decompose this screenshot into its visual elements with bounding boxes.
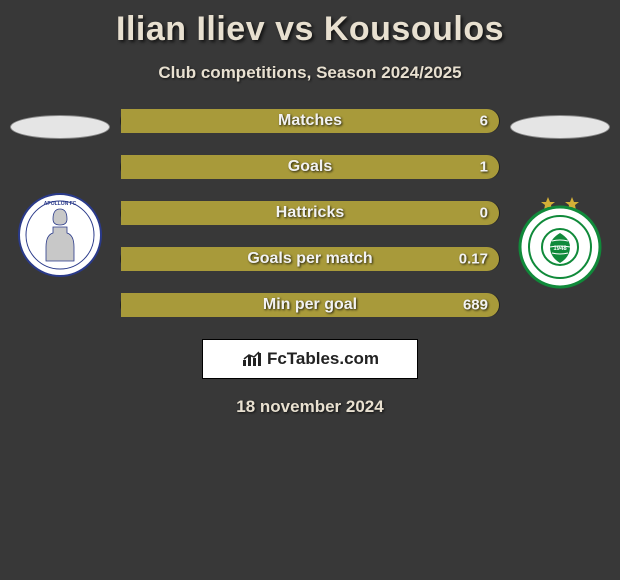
date-label: 18 november 2024 — [0, 379, 620, 417]
stat-bar: Goals 1 — [120, 155, 500, 179]
left-player-col: APOLLON FC — [10, 105, 110, 282]
svg-text:APOLLON FC: APOLLON FC — [44, 201, 77, 207]
stat-bar: Hattricks 0 — [120, 201, 500, 225]
stat-label: Min per goal — [263, 296, 357, 314]
comparison-row: APOLLON FC Matches 6 Goals 1 Hattricks 0 Goals… — [0, 83, 620, 317]
stat-bar: Matches 6 — [120, 109, 500, 133]
right-player-pill — [510, 115, 610, 139]
stat-bars: Matches 6 Goals 1 Hattricks 0 Goals per match 0… — [110, 105, 510, 317]
subtitle: Club competitions, Season 2024/2025 — [0, 49, 620, 83]
left-player-pill — [10, 115, 110, 139]
stat-right-value: 0.17 — [459, 251, 488, 268]
stat-bar: Min per goal 689 — [120, 293, 500, 317]
brand-label: FcTables.com — [267, 349, 379, 369]
stat-right-value: 689 — [463, 297, 488, 314]
right-club-logo: 1948 — [512, 193, 608, 294]
left-club-logo: APOLLON FC — [18, 193, 102, 282]
svg-text:1948: 1948 — [553, 246, 567, 252]
chart-icon — [241, 350, 263, 368]
stat-label: Goals per match — [247, 250, 372, 268]
stat-label: Matches — [278, 112, 342, 130]
stat-right-value: 6 — [480, 113, 488, 130]
right-player-col: 1948 — [510, 105, 610, 294]
stat-right-value: 0 — [480, 205, 488, 222]
page-title: Ilian Iliev vs Kousoulos — [0, 0, 620, 49]
stat-bar: Goals per match 0.17 — [120, 247, 500, 271]
stat-right-value: 1 — [480, 159, 488, 176]
stat-label: Hattricks — [276, 204, 344, 222]
brand-box[interactable]: FcTables.com — [202, 339, 418, 379]
stat-label: Goals — [288, 158, 332, 176]
